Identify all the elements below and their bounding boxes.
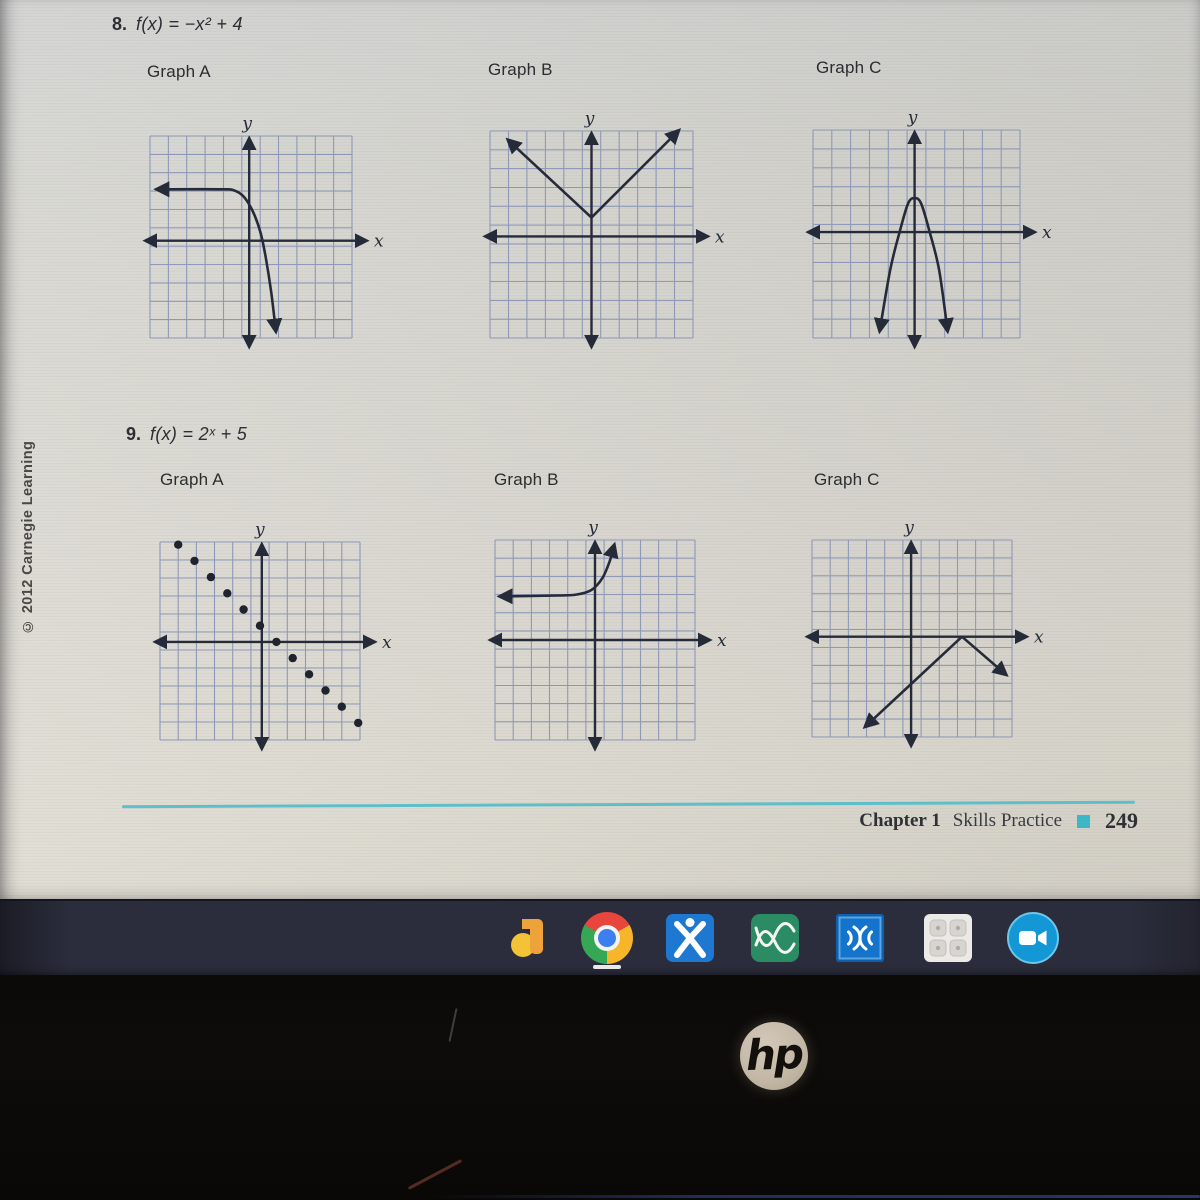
graph-8b-plot: yx <box>482 109 725 350</box>
function-curve <box>153 181 283 335</box>
graph-8a-plot: yx <box>142 114 384 350</box>
graph-8b-label: Graph B <box>488 60 553 79</box>
desmos-curves-glyph <box>751 914 799 962</box>
x-axis-label: x <box>374 232 384 252</box>
chrome-browser-icon[interactable] <box>581 912 633 964</box>
dialpad-grid-glyph <box>924 914 972 962</box>
graph-8c-plot: yx <box>805 108 1052 350</box>
y-axis-label: y <box>241 114 252 134</box>
function-curve <box>862 635 1009 730</box>
problem-8-header: 8. f(x) = −x² + 4 <box>112 14 243 35</box>
scratch-mark <box>407 1159 463 1190</box>
graph-9a-plot: yx <box>152 520 392 752</box>
y-axis-label: y <box>907 108 918 128</box>
y-axis-label: y <box>587 518 598 538</box>
graph-8a-label: Graph A <box>147 62 211 81</box>
grid-lines <box>812 129 1021 339</box>
data-dot <box>190 556 199 566</box>
graph-8c-label: Graph C <box>816 58 882 77</box>
screen-edge-glow <box>430 1195 1200 1198</box>
data-dot <box>288 653 297 663</box>
yellow-j-app-icon[interactable] <box>504 914 552 962</box>
footer-section: Skills Practice <box>952 810 1062 831</box>
x-axis-label: x <box>715 227 725 247</box>
data-dot <box>337 702 346 711</box>
chrome-active-indicator <box>593 965 621 969</box>
grid-lines <box>149 135 353 339</box>
axes <box>152 541 378 752</box>
y-axis-label: y <box>584 109 595 129</box>
problem-9-formula: f(x) = 2ˣ + 5 <box>150 424 248 444</box>
axes <box>805 129 1038 350</box>
graph-9b-plot: yx <box>487 518 727 752</box>
x-axis-label: x <box>382 633 392 653</box>
laptop-bezel: hp <box>0 975 1200 1200</box>
axes <box>482 130 711 350</box>
sound-wave-app-icon[interactable] <box>836 914 884 962</box>
data-dot <box>321 686 330 695</box>
scratch-mark <box>448 1008 458 1042</box>
data-dot <box>304 670 314 679</box>
dialpad-grid-app-icon[interactable] <box>924 914 972 962</box>
problem-9-header: 9. f(x) = 2ˣ + 5 <box>126 424 247 445</box>
x-axis-label: x <box>1034 628 1044 648</box>
data-dot <box>354 718 363 728</box>
yellow-j-glyph <box>511 919 543 957</box>
x-person-glyph <box>666 914 714 962</box>
y-axis-label: y <box>903 518 914 538</box>
x-axis-label: x <box>717 631 727 651</box>
axes <box>142 135 370 350</box>
data-dot <box>206 572 216 582</box>
page-footer: Chapter 1 Skills Practice 249 <box>790 808 1138 834</box>
footer-chapter: Chapter 1 <box>859 810 941 831</box>
graph-9c-plot: yx <box>804 518 1044 749</box>
graph-9c-label: Graph C <box>814 470 880 489</box>
hp-logo-text: hp <box>745 1028 803 1080</box>
desmos-graph-app-icon[interactable] <box>751 914 799 962</box>
graph-9b-label: Graph B <box>494 470 559 489</box>
taskbar <box>0 899 1200 977</box>
problem-8-number: 8. <box>112 14 128 34</box>
function-curve <box>505 128 682 219</box>
problem-9-number: 9. <box>126 424 142 444</box>
graph-9a-label: Graph A <box>160 470 224 489</box>
data-dot <box>272 637 281 647</box>
sound-wave-glyph <box>836 914 884 962</box>
x-axis-label: x <box>1042 223 1052 243</box>
y-axis-label: y <box>254 520 265 540</box>
zoom-video-app-icon[interactable] <box>1007 912 1059 964</box>
worksheet-page: 8. f(x) = −x² + 4 Graph A Graph B Graph C… <box>0 0 1200 899</box>
copyright-sidebar-text: © 2012 Carnegie Learning <box>20 440 36 634</box>
problem-8-formula: f(x) = −x² + 4 <box>136 14 243 34</box>
footer-page-number: 249 <box>1105 808 1138 833</box>
x-person-app-icon[interactable] <box>666 914 714 962</box>
data-dot <box>223 589 232 598</box>
data-dot <box>239 605 248 614</box>
hp-logo: hp <box>740 1022 808 1090</box>
footer-square-bullet <box>1077 814 1090 828</box>
function-curve <box>873 196 954 335</box>
data-dot <box>174 540 183 549</box>
function-curve <box>496 541 619 605</box>
zoom-camera-glyph <box>1007 912 1059 964</box>
data-dot <box>255 621 265 630</box>
